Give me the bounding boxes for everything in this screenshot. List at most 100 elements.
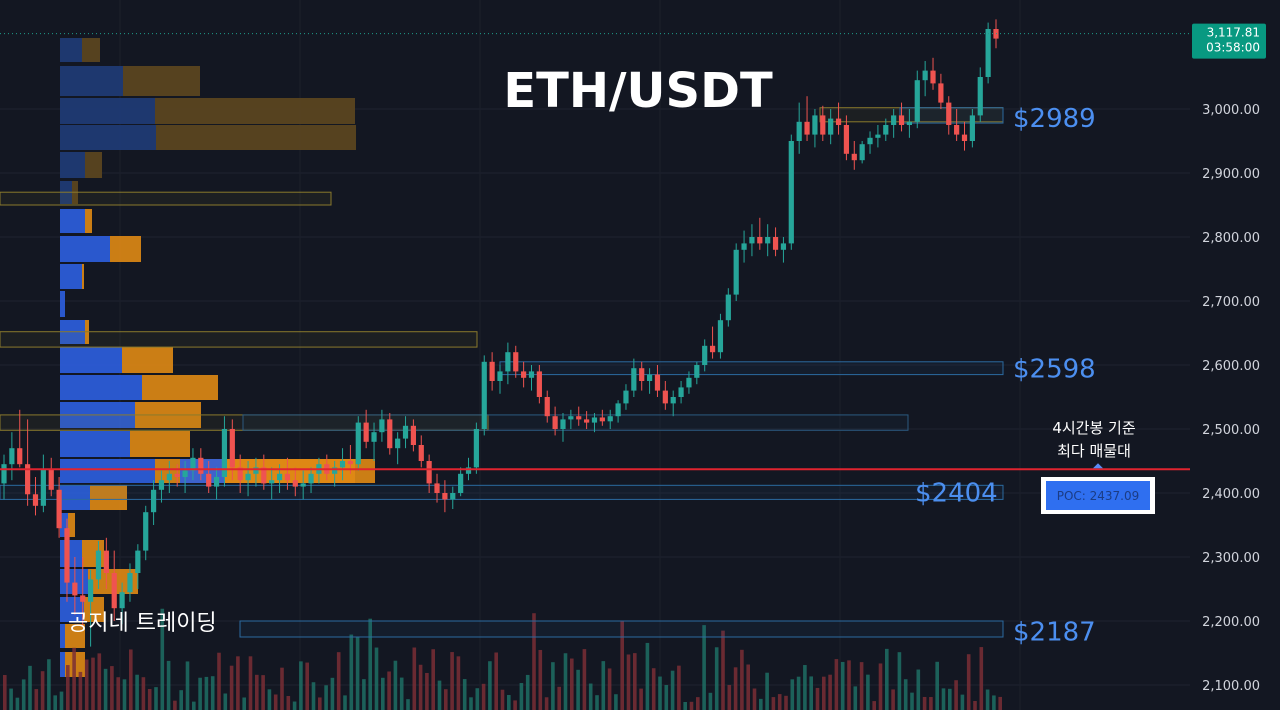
volume-bar [217, 652, 221, 710]
y-tick-label: 3,000.00 [1202, 103, 1260, 118]
candle-body [127, 573, 133, 593]
volume-bar [702, 625, 706, 710]
profile-sell-bar [85, 152, 102, 178]
candle-body [103, 550, 109, 573]
volume-bar [292, 701, 297, 710]
candle-body [213, 477, 220, 487]
volume-bar [393, 660, 398, 710]
candle-body [985, 29, 991, 77]
profile-sell-bar [82, 264, 84, 289]
profile-sell-bar [90, 485, 127, 510]
volume-bar [834, 659, 839, 710]
candle-body [245, 473, 251, 481]
volume-bar [935, 661, 939, 710]
candle-body [64, 528, 70, 583]
candle-body [615, 403, 621, 417]
zone-box [0, 191, 332, 206]
candle-body [536, 371, 542, 397]
candle-body [284, 473, 291, 481]
volume-bar [582, 649, 587, 710]
volume-bar [740, 649, 744, 710]
profile-sell-bar [130, 431, 190, 457]
candle-body [308, 473, 314, 484]
volume-bar [544, 697, 549, 710]
candle-body [843, 125, 850, 154]
candle-body [670, 397, 676, 404]
volume-bar [173, 700, 177, 710]
volume-bar [91, 657, 95, 710]
volume-bar [34, 689, 39, 710]
volume-bar [885, 648, 889, 710]
candle-body [80, 595, 86, 602]
profile-sell-bar [68, 513, 75, 537]
level-label: $2187 [1013, 617, 1096, 647]
volume-bar [462, 679, 467, 710]
candle-body [9, 448, 15, 465]
volume-bar [595, 695, 599, 710]
candle-body [859, 144, 865, 161]
candle-body [552, 416, 558, 429]
volume-bar [822, 676, 826, 710]
profile-sell-bar [122, 347, 173, 373]
level-label: $2989 [1013, 104, 1096, 134]
volume-bar [437, 680, 442, 710]
candle-body [111, 573, 117, 609]
candle-body [32, 494, 39, 506]
profile-sell-bar [155, 98, 355, 124]
candle-body [796, 121, 802, 141]
volume-bar [103, 668, 108, 710]
volume-bar [318, 697, 322, 710]
zone-box [239, 620, 1004, 638]
candle-body [379, 419, 385, 433]
volume-bar [387, 671, 391, 710]
profile-sell-bar [84, 597, 104, 622]
volume-bar [872, 701, 876, 710]
candle-body [221, 429, 228, 477]
volume-bar [601, 661, 606, 710]
volume-bar [803, 665, 807, 710]
candle-body [733, 249, 739, 295]
volume-bar [538, 649, 543, 710]
candle-body [576, 416, 582, 420]
volume-bar [3, 675, 7, 710]
candle-body [119, 592, 125, 609]
volume-bar [28, 665, 32, 710]
candle-body [450, 493, 456, 500]
volume-bar [677, 665, 681, 710]
volume-profile [60, 38, 375, 677]
current-price-label: 3,117.81 [1207, 26, 1260, 40]
volume-bar [973, 701, 977, 710]
candle-body [906, 121, 912, 125]
volume-bar [828, 674, 832, 710]
volume-bar [626, 654, 631, 710]
volume-bar [910, 692, 914, 710]
candle-body [481, 361, 487, 429]
candle-body [702, 345, 708, 365]
candle-body [741, 243, 747, 250]
candle-body [835, 118, 842, 125]
candle-body [489, 361, 495, 381]
profile-sell-bar [156, 125, 356, 150]
candle-body [17, 448, 23, 465]
volume-bar [481, 683, 486, 710]
candle-body [387, 419, 393, 449]
volume-bar [607, 668, 612, 710]
candle-body [780, 243, 787, 250]
volume-bar [696, 697, 700, 710]
profile-buy-bar [60, 513, 68, 537]
volume-bar [425, 672, 429, 710]
volume-bar [116, 677, 120, 710]
volume-bar [979, 647, 984, 710]
candle-body [686, 377, 692, 388]
volume-bar [97, 653, 102, 710]
candle-body [954, 125, 960, 135]
price-axis[interactable]: 3,000.00 2,900.00 2,800.00 2,700.00 2,600.00… [1202, 103, 1260, 694]
volume-bar [160, 608, 165, 710]
candle-body [599, 417, 605, 422]
profile-buy-bar [60, 347, 122, 373]
volume-bar [72, 647, 76, 710]
candle-body [371, 432, 377, 442]
volume-bar [985, 689, 990, 710]
profile-buy-bar [60, 291, 65, 317]
